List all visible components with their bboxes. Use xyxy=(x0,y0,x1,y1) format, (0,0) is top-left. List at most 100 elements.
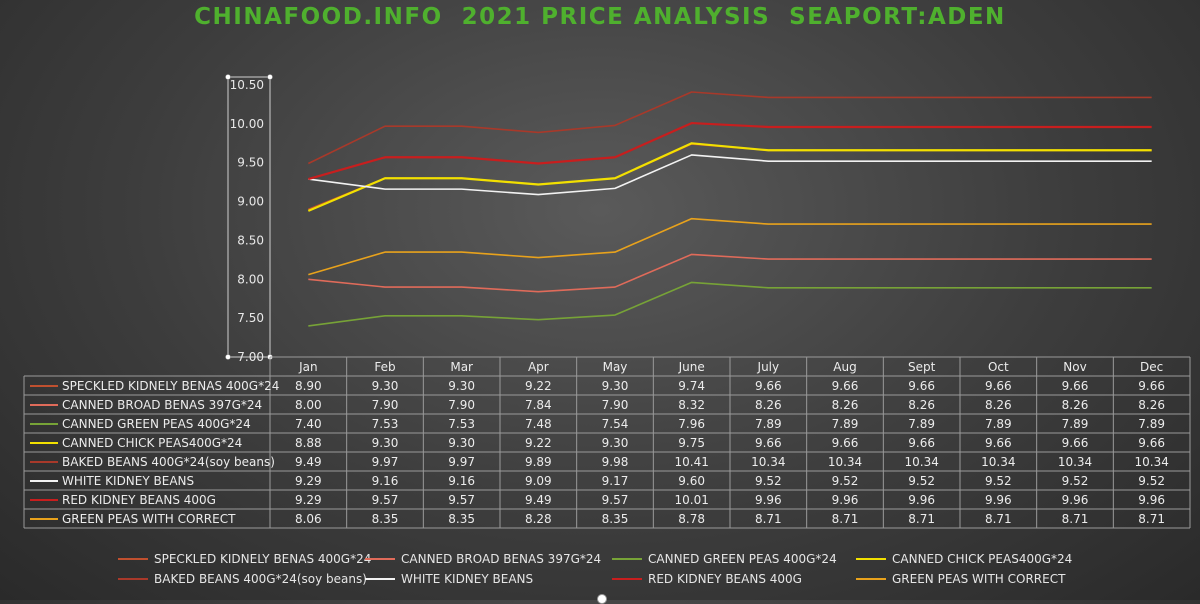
table-cell-value: 9.89 xyxy=(525,455,552,469)
table-cell-value: 8.88 xyxy=(295,436,322,450)
legend-swatch xyxy=(612,578,642,580)
selection-handle xyxy=(225,354,231,360)
table-cell-value: 9.30 xyxy=(602,379,629,393)
table-cell-value: 9.66 xyxy=(755,436,782,450)
legend-label: GREEN PEAS WITH CORRECT xyxy=(892,572,1066,586)
y-tick-label: 10.00 xyxy=(230,117,264,131)
legend-swatch xyxy=(365,578,395,580)
table-cell-value: 9.96 xyxy=(1062,493,1089,507)
legend-label: CANNED GREEN PEAS 400G*24 xyxy=(648,552,837,566)
table-cell-value: 8.35 xyxy=(372,512,399,526)
legend-label: CANNED BROAD BENAS 397G*24 xyxy=(401,552,602,566)
table-cell-value: 9.66 xyxy=(832,379,859,393)
legend-label: WHITE KIDNEY BEANS xyxy=(401,572,534,586)
table-cell-value: 8.00 xyxy=(295,398,322,412)
table-cell-value: 8.71 xyxy=(755,512,782,526)
table-cell-value: 9.66 xyxy=(1062,379,1089,393)
table-cell-value: 10.34 xyxy=(751,455,785,469)
x-tick-label: Oct xyxy=(988,360,1009,374)
x-tick-label: Apr xyxy=(528,360,549,374)
table-cell-value: 8.26 xyxy=(985,398,1012,412)
y-tick-label: 8.50 xyxy=(237,233,264,247)
table-cell-value: 9.66 xyxy=(985,436,1012,450)
table-cell-value: 9.57 xyxy=(602,493,629,507)
table-cell-value: 9.29 xyxy=(295,474,322,488)
table-cell-value: 9.52 xyxy=(1062,474,1089,488)
table-cell-value: 8.06 xyxy=(295,512,322,526)
series-line xyxy=(308,143,1152,211)
legend-swatch xyxy=(856,558,886,560)
table-cell-value: 9.52 xyxy=(1138,474,1165,488)
table-cell-value: 8.26 xyxy=(1062,398,1089,412)
table-cell-value: 9.57 xyxy=(372,493,399,507)
table-cell-value: 7.40 xyxy=(295,417,322,431)
table-cell-value: 9.66 xyxy=(908,379,935,393)
table-series-name: CANNED BROAD BENAS 397G*24 xyxy=(62,398,262,412)
x-tick-label: Nov xyxy=(1063,360,1086,374)
series-line xyxy=(308,281,1152,327)
table-cell-value: 9.66 xyxy=(1138,436,1165,450)
series-line xyxy=(308,253,1152,293)
series-line xyxy=(308,154,1152,196)
table-cell-value: 9.30 xyxy=(448,436,475,450)
x-tick-label: Dec xyxy=(1140,360,1163,374)
table-cell-value: 9.30 xyxy=(602,436,629,450)
table-cell-value: 9.49 xyxy=(295,455,322,469)
legend-item: WHITE KIDNEY BEANS xyxy=(365,569,533,589)
resize-handle[interactable] xyxy=(597,594,607,604)
table-cell-value: 8.32 xyxy=(678,398,705,412)
table-cell-value: 9.96 xyxy=(1138,493,1165,507)
table-cell-value: 9.52 xyxy=(832,474,859,488)
y-tick-label: 10.50 xyxy=(230,78,264,92)
table-cell-value: 9.30 xyxy=(372,379,399,393)
legend-label: SPECKLED KIDNELY BENAS 400G*24 xyxy=(154,552,372,566)
table-series-name: BAKED BEANS 400G*24(soy beans) xyxy=(62,455,275,469)
table-cell-value: 9.74 xyxy=(678,379,705,393)
y-tick-label: 7.00 xyxy=(237,350,264,364)
x-tick-label: Feb xyxy=(374,360,395,374)
legend-swatch xyxy=(118,578,148,580)
table-cell-value: 8.71 xyxy=(832,512,859,526)
legend-swatch xyxy=(856,578,886,580)
table-cell-value: 8.26 xyxy=(832,398,859,412)
y-tick-label: 7.50 xyxy=(237,311,264,325)
legend-label: CANNED CHICK PEAS400G*24 xyxy=(892,552,1073,566)
table-cell-value: 8.28 xyxy=(525,512,552,526)
table-cell-value: 10.34 xyxy=(1058,455,1092,469)
table-cell-value: 7.89 xyxy=(1062,417,1089,431)
x-tick-label: June xyxy=(678,360,705,374)
table-cell-value: 9.96 xyxy=(755,493,782,507)
table-cell-value: 8.26 xyxy=(755,398,782,412)
table-series-name: SPECKLED KIDNELY BENAS 400G*24 xyxy=(62,379,279,393)
table-cell-value: 10.34 xyxy=(828,455,862,469)
table-cell-value: 9.66 xyxy=(908,436,935,450)
x-tick-label: May xyxy=(603,360,628,374)
table-cell-value: 7.84 xyxy=(525,398,552,412)
selection-handle xyxy=(267,74,273,80)
legend-item: SPECKLED KIDNELY BENAS 400G*24 xyxy=(118,549,371,569)
x-tick-label: July xyxy=(757,360,780,374)
x-tick-label: Sept xyxy=(908,360,936,374)
legend-swatch xyxy=(118,558,148,560)
table-cell-value: 10.41 xyxy=(674,455,708,469)
table-cell-value: 10.34 xyxy=(1134,455,1168,469)
table-cell-value: 10.01 xyxy=(674,493,708,507)
legend-swatch xyxy=(612,558,642,560)
legend-item: BAKED BEANS 400G*24(soy beans) xyxy=(118,569,367,589)
selection-handle xyxy=(225,74,231,80)
table-series-name: CANNED CHICK PEAS400G*24 xyxy=(62,436,242,450)
table-series-name: WHITE KIDNEY BEANS xyxy=(62,474,194,488)
table-cell-value: 9.66 xyxy=(832,436,859,450)
legend-item: RED KIDNEY BEANS 400G xyxy=(612,569,802,589)
y-tick-label: 9.00 xyxy=(237,195,264,209)
table-cell-value: 9.96 xyxy=(832,493,859,507)
table-cell-value: 8.71 xyxy=(1062,512,1089,526)
table-cell-value: 7.89 xyxy=(908,417,935,431)
x-tick-label: Jan xyxy=(298,360,318,374)
table-cell-value: 7.90 xyxy=(372,398,399,412)
table-cell-value: 8.71 xyxy=(1138,512,1165,526)
table-series-name: GREEN PEAS WITH CORRECT xyxy=(62,512,236,526)
table-cell-value: 9.66 xyxy=(755,379,782,393)
table-cell-value: 8.26 xyxy=(908,398,935,412)
